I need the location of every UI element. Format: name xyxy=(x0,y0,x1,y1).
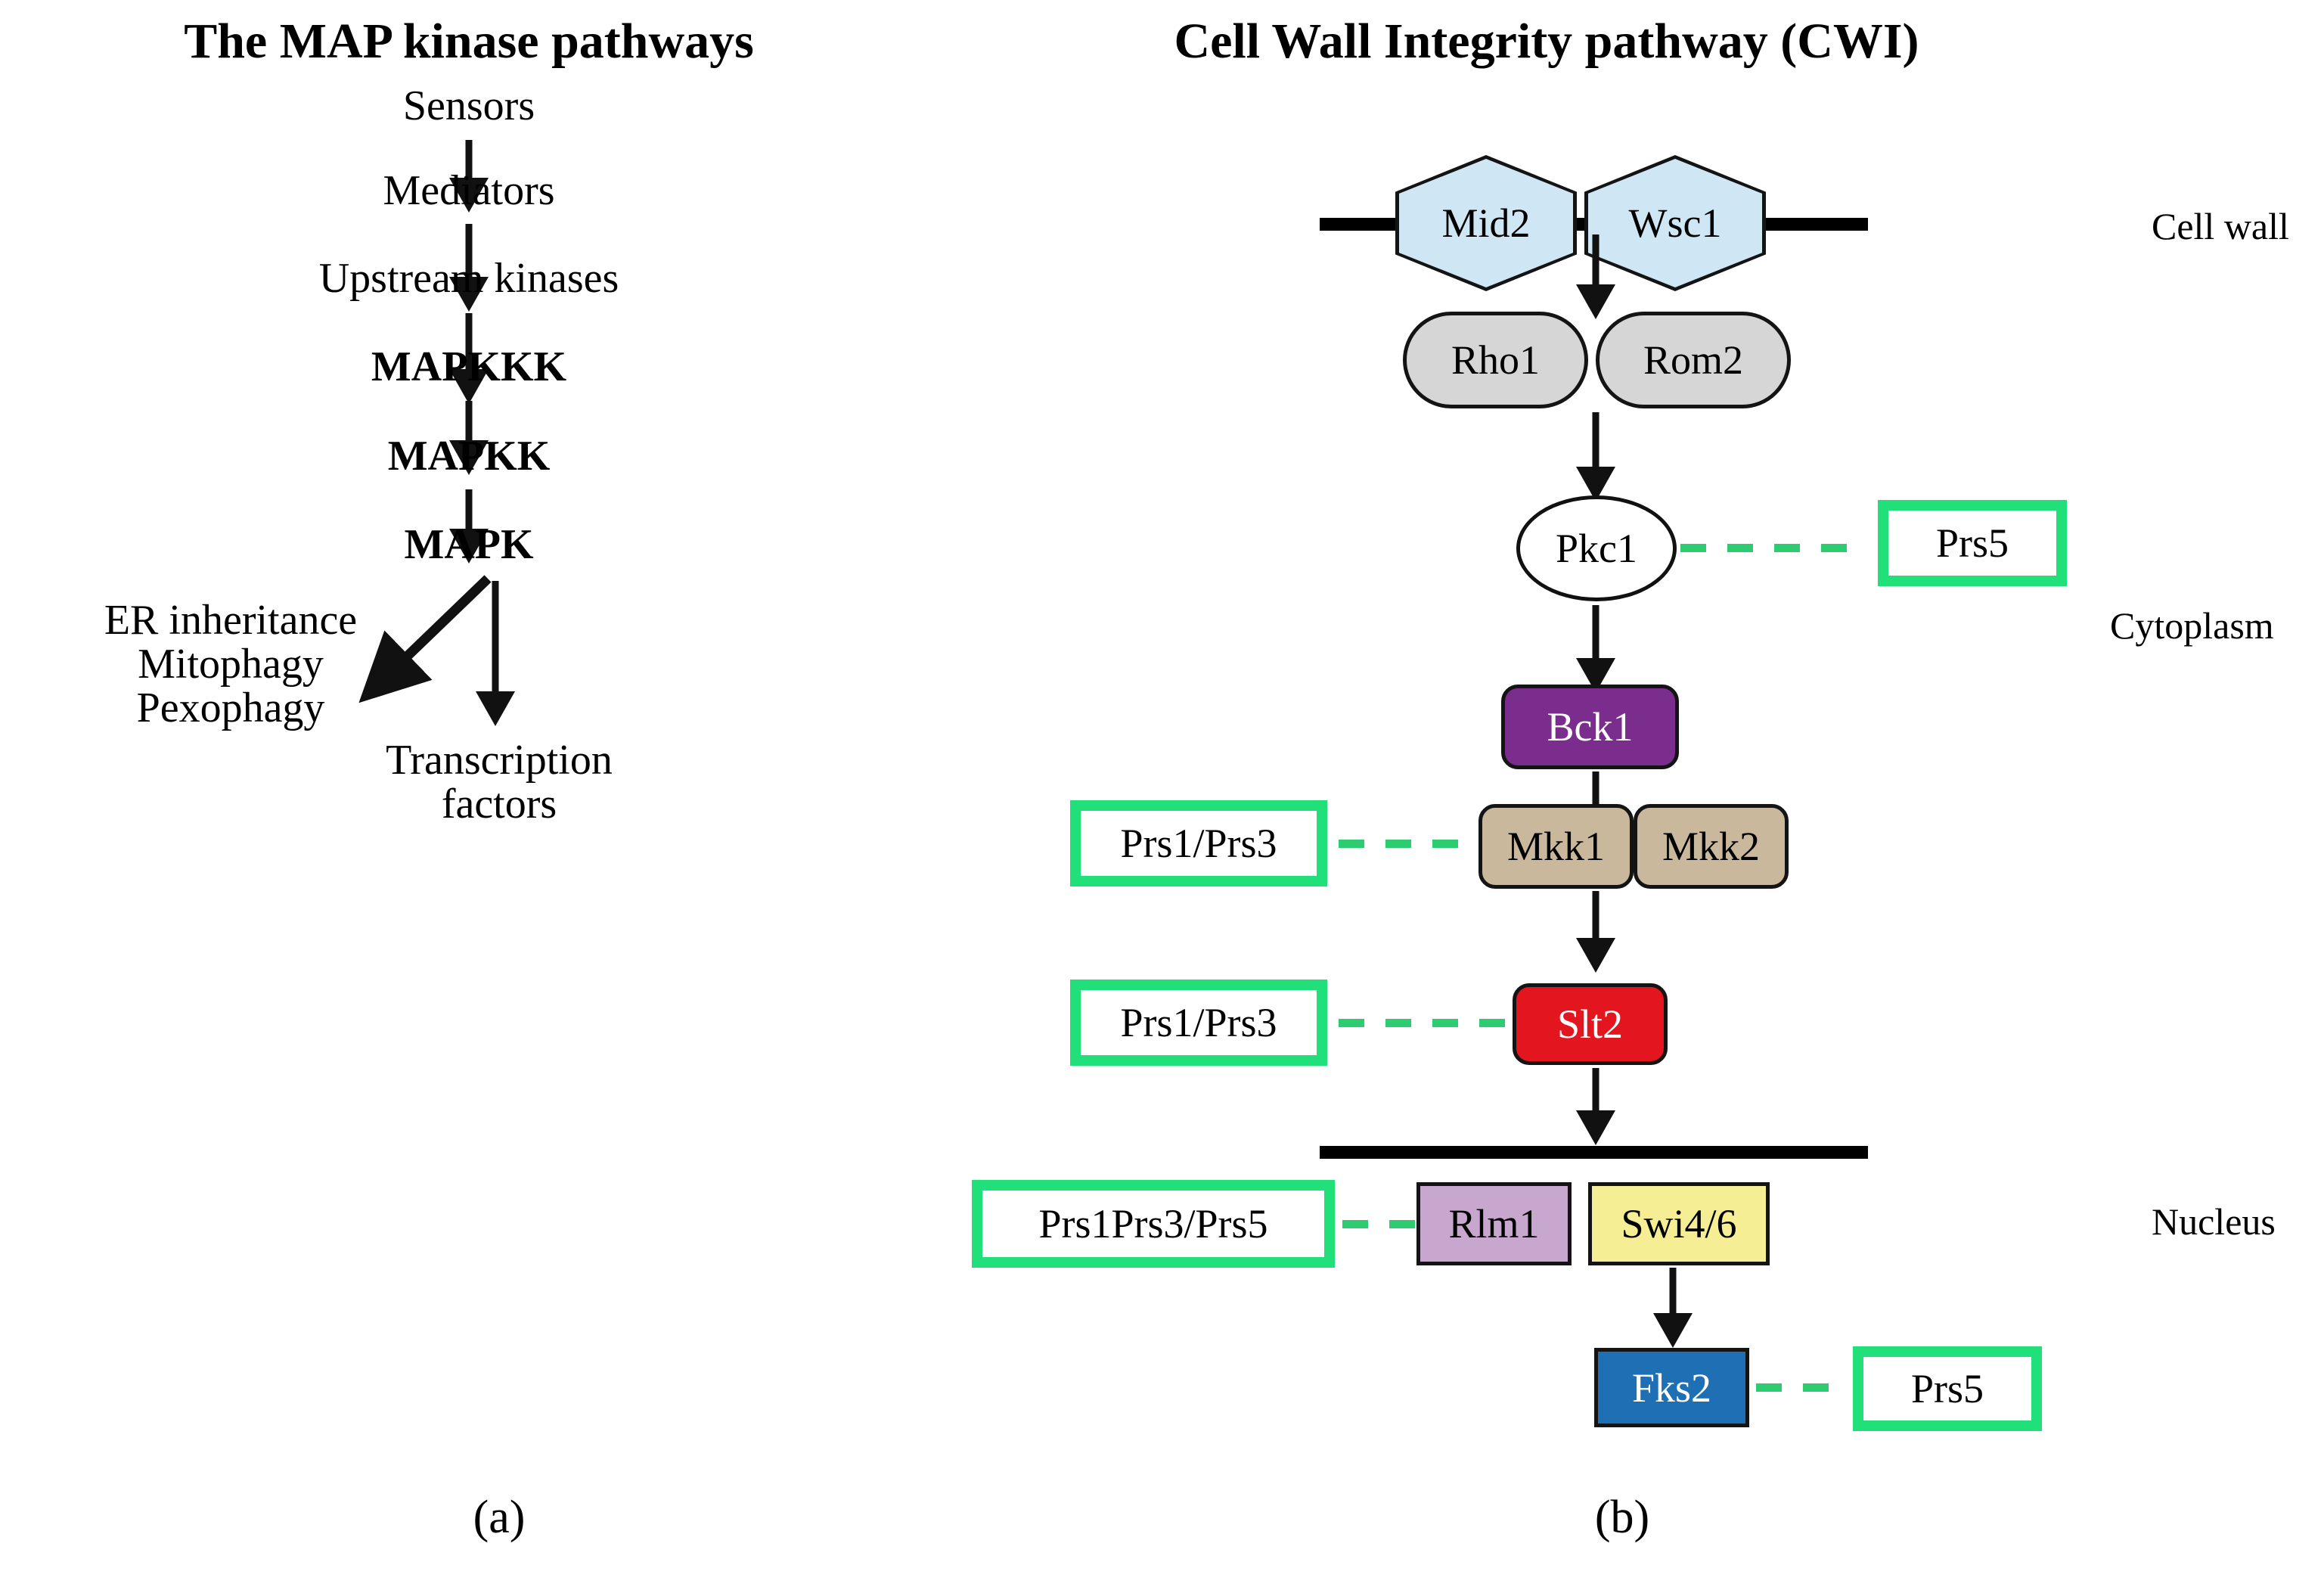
node-pkc1-label: Pkc1 xyxy=(1556,526,1637,571)
node-mitophagy: Mitophagy xyxy=(138,641,324,688)
node-fks2: Fks2 xyxy=(1594,1348,1749,1427)
node-rlm1: Rlm1 xyxy=(1416,1182,1572,1265)
node-bck1-label: Bck1 xyxy=(1547,704,1634,750)
node-rlm1-label: Rlm1 xyxy=(1448,1201,1540,1247)
node-mid2-label: Mid2 xyxy=(1399,159,1573,287)
node-slt2-label: Slt2 xyxy=(1556,1001,1624,1047)
arrow-upstream-mapkkk xyxy=(446,313,492,405)
arrow-slt2-to-nucleus xyxy=(1573,1068,1618,1147)
box-prs1prs3-mkk-label: Prs1/Prs3 xyxy=(1120,821,1277,866)
node-mapkk: MAPKK xyxy=(387,433,551,480)
arrow-mapk-transcription xyxy=(473,581,518,729)
link-prs1prs3-mkk1 xyxy=(1339,840,1482,848)
arrow-rho1-to-pkc1 xyxy=(1573,412,1618,503)
box-prs1prs3-slt2: Prs1/Prs3 xyxy=(1070,980,1327,1066)
box-prs1prs3prs5-rlm1: Prs1Prs3/Prs5 xyxy=(972,1180,1335,1268)
link-pkc1-prs5 xyxy=(1680,544,1866,552)
node-mkk1: Mkk1 xyxy=(1478,804,1634,889)
panel-a-sublabel: (a) xyxy=(473,1492,526,1543)
label-cell-wall: Cell wall xyxy=(2152,205,2289,247)
link-prs1prs3prs5-rlm1 xyxy=(1342,1220,1422,1228)
node-swi46: Swi4/6 xyxy=(1588,1182,1770,1265)
panel-a-title: The MAP kinase pathways xyxy=(184,14,754,69)
arrow-swi46-to-fks2 xyxy=(1650,1268,1696,1349)
node-er-inheritance: ER inheritance xyxy=(104,597,358,644)
node-rom2: Rom2 xyxy=(1596,312,1791,408)
box-prs5-fks2-label: Prs5 xyxy=(1910,1366,1984,1411)
arrow-mediators-upstream xyxy=(446,224,492,313)
node-slt2: Slt2 xyxy=(1513,983,1668,1065)
node-fks2-label: Fks2 xyxy=(1631,1365,1712,1411)
node-mediators: Mediators xyxy=(383,167,555,214)
node-mkk2: Mkk2 xyxy=(1634,804,1789,889)
node-pexophagy: Pexophagy xyxy=(136,685,325,731)
nuclear-membrane xyxy=(1320,1146,1868,1159)
node-transcription-factors-line1: Transcription xyxy=(386,737,613,784)
node-rom2-label: Rom2 xyxy=(1643,337,1744,383)
node-sensors: Sensors xyxy=(402,82,535,129)
link-prs1prs3-slt2 xyxy=(1339,1019,1509,1027)
node-mapkkk: MAPKKK xyxy=(371,343,567,390)
arrow-sensors-to-rho1 xyxy=(1573,234,1618,321)
box-prs1prs3-slt2-label: Prs1/Prs3 xyxy=(1120,1000,1277,1045)
node-rho1: Rho1 xyxy=(1403,312,1588,408)
node-transcription-factors-line2: factors xyxy=(441,781,557,827)
node-bck1: Bck1 xyxy=(1501,685,1679,769)
arrow-mkk-to-slt2 xyxy=(1573,891,1618,974)
node-mapk: MAPK xyxy=(404,521,534,568)
node-mid2: Mid2 xyxy=(1395,155,1577,291)
node-upstream-kinases: Upstream kinases xyxy=(318,255,619,302)
arrow-pkc1-to-bck1 xyxy=(1573,605,1618,694)
box-prs5-fks2: Prs5 xyxy=(1853,1346,2042,1431)
arrow-mapk-to-organelle-processes xyxy=(358,575,492,703)
arrow-sensors-mediators xyxy=(446,140,492,213)
node-mkk2-label: Mkk2 xyxy=(1662,824,1760,869)
arrow-mapkk-mapk xyxy=(446,489,492,565)
arrow-mapkkk-mapkk xyxy=(446,401,492,477)
label-nucleus: Nucleus xyxy=(2152,1200,2276,1243)
link-fks2-prs5 xyxy=(1756,1383,1843,1392)
box-prs5-pkc1: Prs5 xyxy=(1878,500,2067,586)
node-rho1-label: Rho1 xyxy=(1451,337,1541,383)
panel-b-sublabel: (b) xyxy=(1594,1492,1650,1543)
box-prs1prs3-mkk: Prs1/Prs3 xyxy=(1070,800,1327,886)
box-prs1prs3prs5-rlm1-label: Prs1Prs3/Prs5 xyxy=(1038,1201,1268,1247)
label-cytoplasm: Cytoplasm xyxy=(2110,604,2274,647)
box-prs5-pkc1-label: Prs5 xyxy=(1935,520,2009,566)
node-swi46-label: Swi4/6 xyxy=(1621,1201,1737,1247)
node-mkk1-label: Mkk1 xyxy=(1506,824,1605,869)
node-pkc1: Pkc1 xyxy=(1516,495,1677,601)
panel-b-title: Cell Wall Integrity pathway (CWI) xyxy=(1174,14,1919,69)
